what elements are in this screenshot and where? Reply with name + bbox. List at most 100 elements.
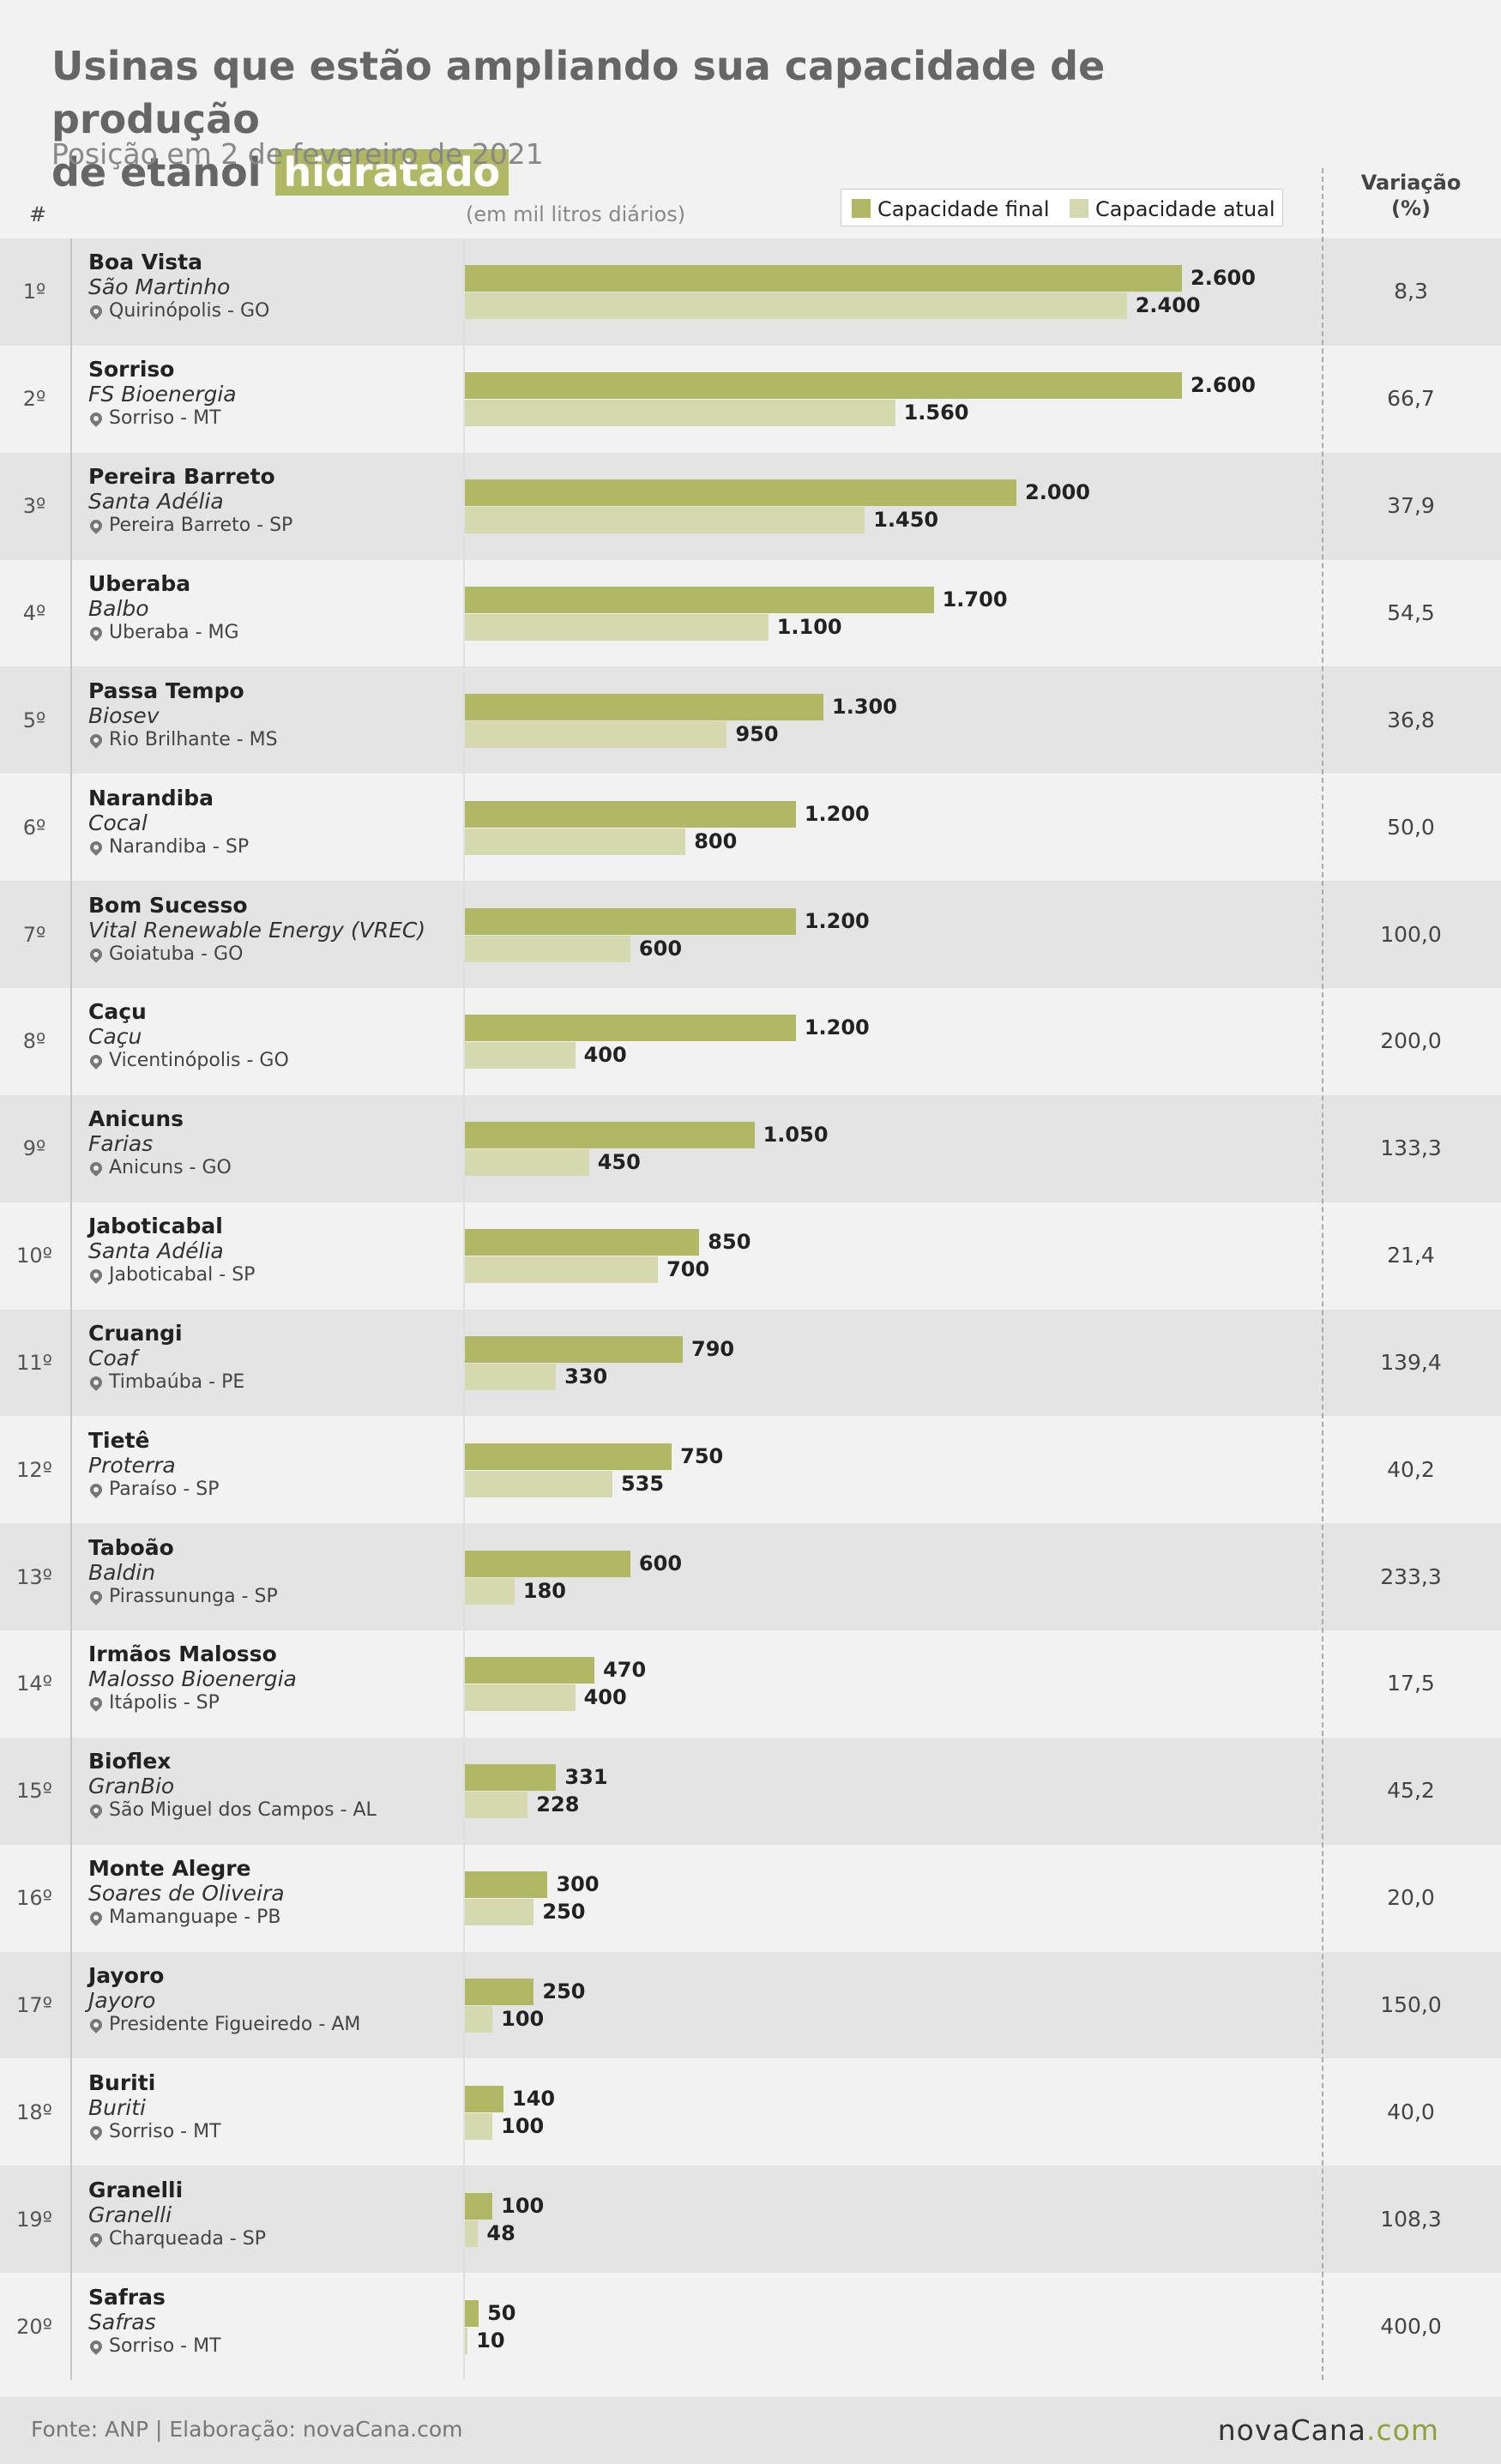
table-row: 13º Taboão Baldin Pirassununga - SP 600 180 23… <box>0 1523 1501 1631</box>
variation-header-line1: Variação <box>1360 171 1462 195</box>
location-text: Quirinópolis - GO <box>109 300 270 322</box>
variation-value: 200,0 <box>1380 1028 1442 1054</box>
location: Sorriso - MT <box>87 2334 221 2357</box>
location: Sorriso - MT <box>87 407 221 429</box>
location: Jaboticabal - SP <box>87 1264 255 1286</box>
company-name: São Martinho <box>88 274 231 300</box>
mill-name: Safras <box>88 2284 166 2310</box>
table-row: 14º Irmãos Malosso Malosso Bioenergia Itápo… <box>0 1630 1501 1738</box>
value-label-final: 331 <box>564 1765 608 1790</box>
location-text: Timbaúba - PE <box>109 1371 245 1393</box>
table-row: 20º Safras Safras Sorriso - MT 50 10 400,0 <box>0 2273 1501 2380</box>
variation-value: 100,0 <box>1380 921 1442 947</box>
location-pin-icon <box>87 1267 105 1284</box>
title-highlight: hidratado <box>274 149 509 196</box>
value-label-final: 470 <box>603 1658 647 1683</box>
chart-title: Usinas que estão ampliando sua capacidad… <box>51 39 1295 199</box>
location-pin-icon <box>87 838 105 856</box>
location-text: Mamanguape - PB <box>109 1907 281 1929</box>
table-row: 19º Granelli Granelli Charqueada - SP 100 48 1… <box>0 2166 1501 2274</box>
value-label-atual: 1.100 <box>776 614 842 639</box>
variation-value: 400,0 <box>1380 2313 1442 2339</box>
value-label-atual: 400 <box>583 1043 627 1068</box>
variation-value: 133,3 <box>1380 1136 1442 1161</box>
value-label-atual: 180 <box>522 1578 566 1603</box>
location-text: Sorriso - MT <box>109 2334 221 2357</box>
value-label-atual: 228 <box>536 1792 580 1817</box>
variation-value: 50,0 <box>1387 814 1435 840</box>
bar-atual <box>465 828 686 855</box>
value-label-atual: 450 <box>597 1150 641 1175</box>
mill-name: Cruangi <box>88 1320 183 1346</box>
bar-final <box>465 372 1182 400</box>
rank-label: 18º <box>16 2100 52 2124</box>
location-text: Paraíso - SP <box>109 1478 220 1500</box>
company-name: Proterra <box>88 1452 176 1478</box>
table-row: 4º Uberaba Balbo Uberaba - MG 1.700 1.100 54,5 <box>0 559 1501 667</box>
variation-value: 40,0 <box>1387 2099 1435 2124</box>
company-name: Soares de Oliveira <box>88 1881 285 1907</box>
value-label-final: 600 <box>638 1551 683 1575</box>
value-label-final: 1.700 <box>942 587 1008 611</box>
location-text: Itápolis - SP <box>109 1692 220 1714</box>
location-pin-icon <box>87 2016 105 2033</box>
rank-label: 17º <box>16 1993 52 2018</box>
rank-label: 6º <box>22 815 46 840</box>
bar-atual <box>465 1042 576 1069</box>
mill-name: Uberaba <box>88 570 191 596</box>
location-text: Rio Brilhante - MS <box>109 728 278 750</box>
table-row: 9º Anicuns Farias Anicuns - GO 1.050 450 133,3 <box>0 1094 1501 1202</box>
company-name: Buriti <box>88 2094 146 2120</box>
location-text: Vicentinópolis - GO <box>109 1050 289 1072</box>
location: Presidente Figueiredo - AM <box>87 2014 360 2035</box>
brand-suffix: .com <box>1366 2413 1439 2447</box>
location-pin-icon <box>87 1587 105 1606</box>
rank-label: 3º <box>22 494 46 519</box>
value-label-final: 300 <box>556 1872 600 1897</box>
value-label-final: 100 <box>501 2193 545 2218</box>
value-label-final: 2.600 <box>1191 266 1256 291</box>
mill-name: Irmãos Malosso <box>88 1642 277 1667</box>
location: Sorriso - MT <box>87 2121 221 2142</box>
table-row: 18º Buriti Buriti Sorriso - MT 140 100 40,0 <box>0 2058 1501 2166</box>
location-pin-icon <box>87 624 105 642</box>
location: Vicentinópolis - GO <box>87 1050 289 1072</box>
variation-header-line2: (%) <box>1391 196 1431 220</box>
rank-header: # <box>29 202 47 226</box>
table-row: 7º Bom Sucesso Vital Renewable Energy (VRE… <box>0 881 1501 988</box>
company-name: Caçu <box>88 1024 142 1050</box>
variation-value: 40,2 <box>1387 1456 1435 1482</box>
location: Pirassununga - SP <box>87 1586 278 1607</box>
variation-value: 66,7 <box>1387 386 1435 412</box>
bar-final <box>465 2299 479 2327</box>
legend-label-final: Capacidade final <box>877 197 1050 221</box>
value-label-final: 1.200 <box>804 1015 870 1040</box>
bar-final <box>465 2192 493 2220</box>
location-pin-icon <box>87 2123 105 2141</box>
bar-atual <box>465 2220 479 2247</box>
company-name: Baldin <box>88 1559 156 1585</box>
company-name: Farias <box>88 1131 154 1157</box>
value-label-atual: 250 <box>542 1900 586 1925</box>
table-row: 11º Cruangi Coaf Timbaúba - PE 790 330 139,4 <box>0 1309 1501 1417</box>
rank-label: 7º <box>22 922 46 947</box>
title-line2: de etanol <box>51 149 262 196</box>
variation-divider <box>1322 168 1323 2380</box>
location-text: Goiatuba - GO <box>109 943 244 965</box>
mill-name: Taboão <box>88 1534 174 1560</box>
value-label-final: 790 <box>691 1336 735 1361</box>
location-text: Uberaba - MG <box>109 621 239 643</box>
bar-atual <box>465 2327 468 2354</box>
location: Rio Brilhante - MS <box>87 728 278 750</box>
variation-value: 36,8 <box>1387 707 1435 732</box>
value-label-final: 1.200 <box>804 801 870 826</box>
location-pin-icon <box>87 945 105 963</box>
company-name: Safras <box>88 2309 156 2334</box>
bar-final <box>465 800 796 828</box>
rank-label: 2º <box>22 387 46 412</box>
mill-name: Jaboticabal <box>88 1214 223 1239</box>
bar-final <box>465 1122 755 1149</box>
value-label-final: 50 <box>487 2300 516 2325</box>
value-label-atual: 1.560 <box>903 401 969 425</box>
rank-label: 11º <box>16 1350 52 1375</box>
